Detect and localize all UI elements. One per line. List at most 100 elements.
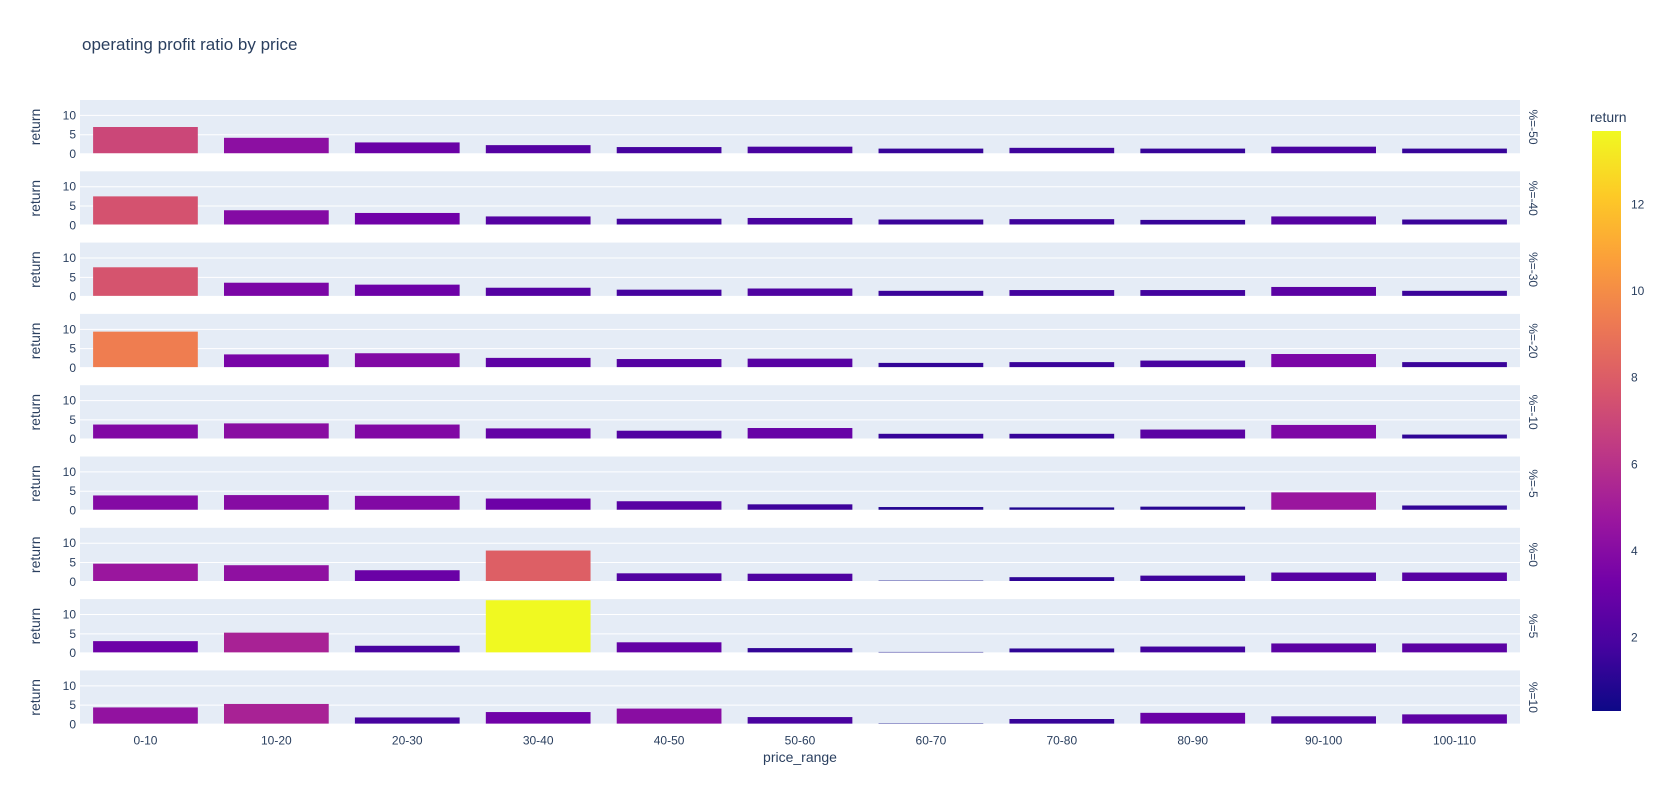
y-tick-label: 5 — [69, 484, 76, 498]
bar — [1140, 429, 1246, 440]
bar — [224, 137, 329, 154]
bar — [1140, 290, 1246, 297]
facet-panel: 0 5 10 return %=-10 — [27, 385, 1540, 446]
bar — [616, 289, 722, 297]
colorbar: return 2 4 6 8 10 12 — [1590, 109, 1645, 711]
bar — [485, 428, 591, 440]
bar — [1271, 286, 1376, 297]
bar — [1402, 643, 1507, 654]
bar — [224, 495, 329, 511]
bar — [616, 359, 722, 368]
y-tick-label: 5 — [69, 556, 76, 570]
bar — [1009, 433, 1115, 440]
bar — [354, 495, 460, 511]
y-tick-label: 10 — [63, 322, 77, 336]
bar — [93, 127, 198, 154]
bar — [1009, 219, 1115, 226]
bar — [747, 573, 853, 582]
y-tick-label: 5 — [69, 199, 76, 213]
bar — [354, 284, 460, 297]
bar — [747, 288, 853, 297]
bar — [1271, 492, 1376, 511]
bar — [224, 282, 329, 297]
y-axis-title: return — [27, 394, 43, 431]
colorbar-gradient — [1592, 131, 1621, 711]
bar — [1140, 219, 1246, 226]
bar — [1271, 216, 1376, 226]
bar — [747, 648, 853, 654]
y-tick-label: 5 — [69, 270, 76, 284]
bar — [1402, 290, 1507, 297]
bar — [747, 504, 853, 511]
bar — [616, 218, 722, 226]
bar — [224, 354, 329, 368]
bar — [1009, 147, 1115, 154]
y-tick-label: 0 — [69, 504, 76, 518]
y-tick-label: 0 — [69, 575, 76, 589]
facet-panel: 0 5 10 return %=-50 — [27, 100, 1540, 161]
bar — [747, 146, 853, 154]
bar — [224, 703, 329, 725]
x-tick-label: 30-40 — [523, 733, 554, 747]
bar — [1140, 360, 1246, 368]
bar — [93, 424, 198, 440]
x-tick-label: 10-20 — [261, 733, 292, 747]
facet-panel: 0 5 10 return %=0 — [27, 527, 1540, 589]
y-tick-label: 10 — [63, 394, 77, 408]
colorbar-title: return — [1590, 109, 1627, 125]
bar — [1271, 716, 1376, 725]
facet-label: %=-5 — [1526, 469, 1540, 498]
bar — [93, 563, 198, 582]
bar — [1271, 643, 1376, 654]
x-tick-label: 70-80 — [1046, 733, 1077, 747]
bar — [93, 331, 198, 368]
bar — [93, 495, 198, 511]
y-tick-label: 10 — [63, 608, 77, 622]
y-axis-title: return — [27, 465, 43, 502]
bar — [485, 145, 591, 154]
colorbar-tick-label: 10 — [1631, 284, 1645, 298]
bar — [1140, 506, 1246, 511]
x-tick-label: 80-90 — [1177, 733, 1208, 747]
bar — [616, 573, 722, 582]
facet-label: %=5 — [1526, 614, 1540, 639]
facet-label: %=-20 — [1526, 323, 1540, 358]
bar — [1140, 712, 1246, 725]
y-axis-title: return — [27, 608, 43, 645]
facet-panel: 0 5 10 return %=-5 — [27, 456, 1540, 518]
bar — [224, 423, 329, 440]
bar — [354, 645, 460, 654]
bar — [1402, 572, 1507, 582]
colorbar-tick-label: 8 — [1631, 371, 1638, 385]
bar — [485, 498, 591, 511]
bar — [354, 353, 460, 368]
facet-panel: 0 5 10 return %=10 — [27, 670, 1540, 731]
bar — [1402, 434, 1507, 440]
bar — [1009, 577, 1115, 582]
bar — [616, 430, 722, 440]
bar — [747, 358, 853, 368]
y-tick-label: 5 — [69, 128, 76, 142]
y-tick-label: 0 — [69, 717, 76, 731]
bar — [616, 642, 722, 654]
bar — [1140, 575, 1246, 582]
bar — [1140, 646, 1246, 654]
y-axis-title: return — [27, 323, 43, 360]
facet-label: %=-30 — [1526, 252, 1540, 287]
bar — [878, 219, 984, 226]
y-tick-label: 10 — [63, 251, 77, 265]
bar — [878, 148, 984, 154]
bar — [93, 707, 198, 725]
y-axis-title: return — [27, 251, 43, 288]
bar — [1271, 146, 1376, 154]
y-tick-label: 5 — [69, 342, 76, 356]
chart-title: operating profit ratio by price — [82, 35, 297, 54]
bar — [747, 717, 853, 725]
bar — [354, 212, 460, 226]
facet-label: %=10 — [1526, 682, 1540, 713]
bar — [1009, 507, 1115, 511]
bar — [93, 196, 198, 226]
